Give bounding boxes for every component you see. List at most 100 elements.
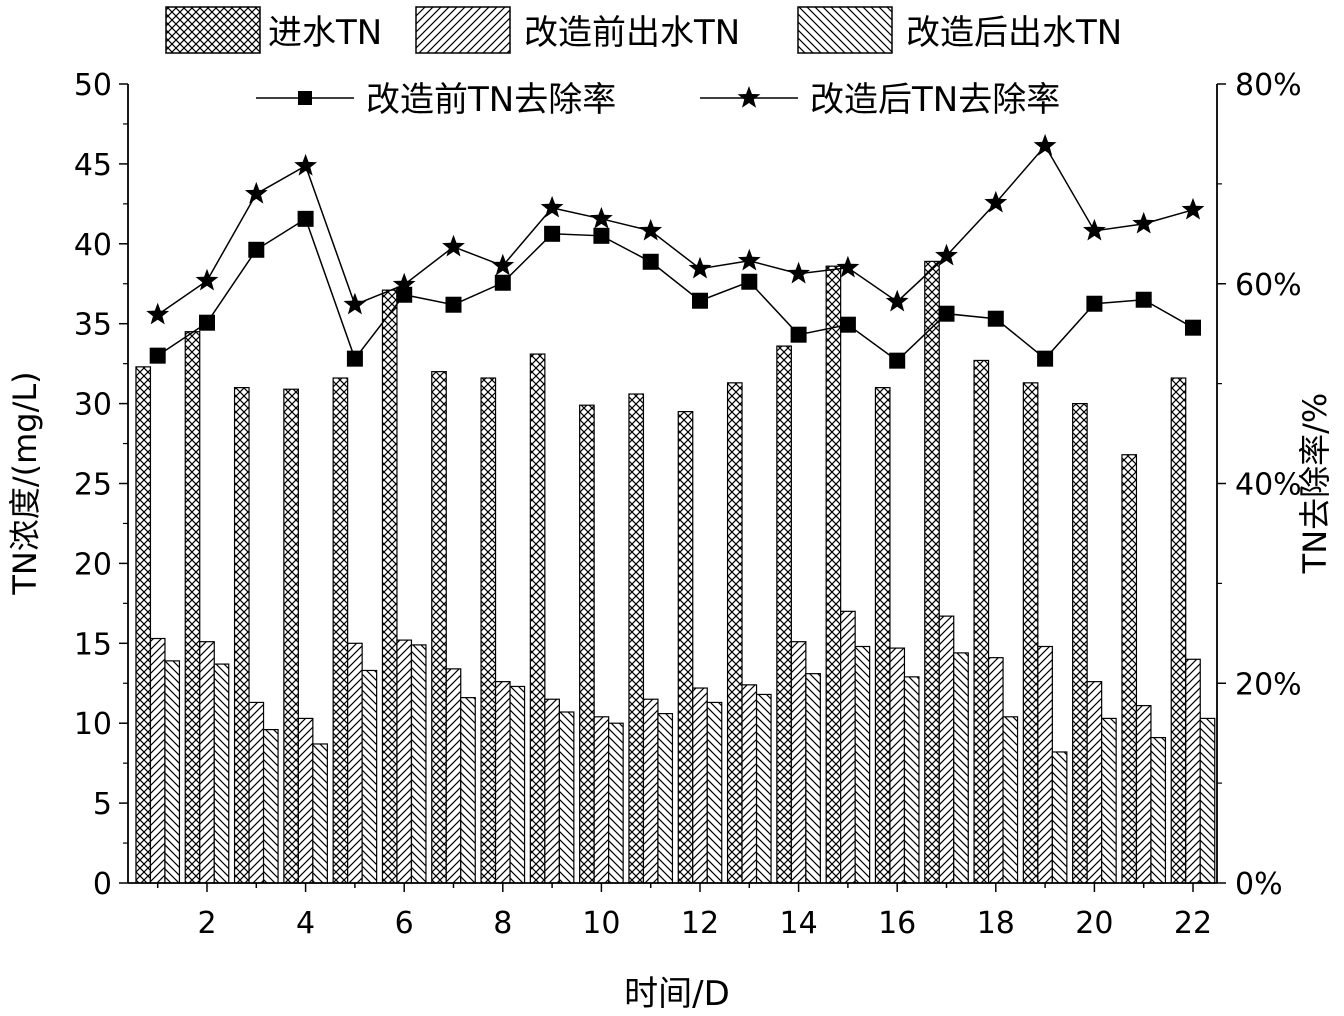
square-marker-day-14: [790, 326, 807, 343]
bar-3-day-15: [854, 645, 871, 884]
x-tick-label-20: 20: [1075, 906, 1113, 941]
square-marker-day-16: [889, 352, 906, 369]
x-tick-label-22: 22: [1174, 906, 1212, 941]
bar-2-day-13: [741, 684, 758, 884]
bar-2-day-10: [593, 716, 610, 884]
bar-1-day-10: [579, 404, 595, 884]
x-tick-label-16: 16: [878, 906, 916, 941]
bar-1-day-11: [628, 393, 645, 884]
bar-3-day-12: [706, 701, 723, 884]
star-marker-day-6: [392, 272, 416, 295]
bar-2-day-22: [1185, 658, 1201, 884]
star-marker-day-4: [294, 153, 318, 176]
bar-1-day-7: [431, 371, 447, 884]
bar-1-day-12: [677, 410, 694, 884]
bar-3-day-7: [460, 697, 476, 884]
bar-3-day-1: [164, 660, 181, 884]
star-marker-day-18: [984, 190, 1008, 213]
legend-label-before-removal: 改造前TN去除率: [366, 80, 616, 120]
star-marker-day-11: [639, 218, 663, 241]
star-marker-day-16: [885, 289, 909, 312]
square-marker-day-11: [642, 253, 659, 270]
y-tick-label-left-35: 35: [74, 308, 112, 343]
bar-1-day-4: [283, 388, 299, 884]
square-marker-day-18: [987, 310, 1004, 327]
square-marker-day-8: [494, 274, 511, 291]
star-marker-day-1: [146, 302, 170, 325]
bar-2-day-7: [445, 668, 462, 884]
star-marker-day-5: [343, 292, 367, 315]
x-tick-label-2: 2: [197, 906, 216, 941]
y-tick-label-left-25: 25: [74, 468, 112, 503]
bar-legend: 进水TN 改造前出水TN 改造后出水TN: [165, 6, 1122, 54]
bar-2-day-9: [544, 698, 560, 884]
legend-label-influent-tn: 进水TN: [268, 13, 382, 53]
bar-3-day-22: [1199, 717, 1216, 884]
bar-2-day-19: [1037, 645, 1053, 884]
square-marker-day-1: [149, 347, 166, 364]
bar-2-day-17: [938, 615, 955, 884]
bar-3-day-17: [953, 652, 969, 884]
bar-2-day-15: [840, 610, 856, 884]
star-marker-day-22: [1181, 197, 1205, 220]
bar-2-day-18: [987, 657, 1004, 884]
bar-3-day-21: [1150, 736, 1167, 884]
bar-3-day-19: [1051, 751, 1068, 884]
bar-3-day-11: [657, 713, 674, 884]
bar-1-day-17: [924, 260, 940, 884]
bar-1-day-3: [233, 387, 250, 884]
square-marker-day-10: [593, 227, 610, 244]
legend-swatch-influent-tn: [165, 6, 261, 54]
bar-3-day-2: [213, 663, 230, 884]
bar-1-day-13: [726, 382, 743, 884]
bar-1-day-6: [381, 289, 398, 884]
bar-2-day-3: [248, 701, 265, 884]
legend-swatch-after-effluent-tn: [797, 6, 893, 54]
square-marker-day-9: [544, 225, 561, 242]
legend-marker-star: [737, 86, 761, 108]
y-axis-title-left: TN浓度/(mg/L): [6, 371, 44, 595]
y-tick-label-left-5: 5: [93, 787, 112, 822]
star-marker-day-2: [195, 268, 219, 291]
bar-3-day-18: [1002, 716, 1019, 884]
y-tick-label-left-15: 15: [74, 627, 112, 662]
x-tick-label-18: 18: [977, 906, 1015, 941]
x-tick-label-12: 12: [681, 906, 719, 941]
y-tick-label-right-80: 80%: [1235, 68, 1302, 103]
star-marker-day-19: [1033, 133, 1057, 156]
bar-3-day-14: [805, 673, 821, 884]
bar-2-day-1: [149, 637, 166, 884]
star-marker-day-21: [1132, 211, 1156, 234]
lines-layer: [146, 133, 1205, 369]
line-series-2: [157, 144, 1194, 316]
bar-2-day-6: [396, 639, 413, 884]
y-tick-label-right-20: 20%: [1235, 667, 1302, 702]
y-tick-label-left-45: 45: [74, 148, 112, 183]
bar-3-day-4: [312, 743, 328, 884]
star-marker-day-15: [836, 255, 860, 278]
square-marker-day-12: [692, 292, 708, 309]
bar-3-day-13: [755, 693, 772, 884]
x-tick-label-8: 8: [493, 906, 512, 941]
bar-1-day-15: [825, 265, 842, 884]
line-legend: 改造前TN去除率 改造后TN去除率: [256, 80, 1060, 120]
star-marker-day-3: [244, 181, 268, 204]
bar-3-day-9: [558, 711, 575, 884]
square-marker-day-19: [1037, 350, 1054, 367]
square-marker-day-5: [346, 350, 363, 367]
x-axis-title: 时间/D: [624, 974, 730, 1014]
bar-3-day-5: [361, 669, 378, 884]
square-marker-day-7: [445, 296, 462, 313]
bar-1-day-22: [1170, 377, 1187, 884]
y-tick-label-left-30: 30: [74, 388, 112, 423]
star-marker-day-13: [737, 248, 761, 271]
bar-3-day-20: [1101, 717, 1117, 884]
x-tick-label-6: 6: [395, 906, 414, 941]
star-marker-day-17: [935, 243, 958, 266]
bar-2-day-2: [199, 641, 215, 884]
bar-3-day-6: [410, 644, 427, 884]
bar-3-day-8: [509, 685, 526, 884]
bar-1-day-16: [874, 387, 891, 884]
x-tick-label-14: 14: [780, 906, 818, 941]
